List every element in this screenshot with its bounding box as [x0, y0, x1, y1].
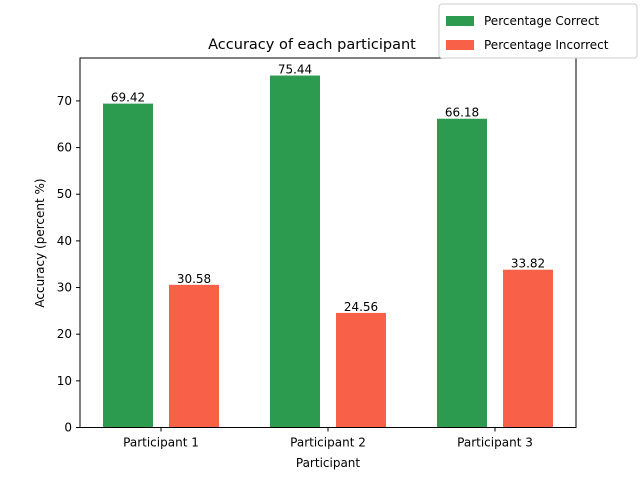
- data-label: 33.82: [511, 257, 545, 271]
- y-tick-label: 0: [64, 421, 72, 435]
- x-tick-label: Participant 3: [457, 436, 533, 450]
- data-label: 69.42: [111, 91, 145, 105]
- y-tick-label: 60: [57, 141, 72, 155]
- legend: Percentage Correct Percentage Incorrect: [438, 3, 638, 59]
- legend-label-incorrect: Percentage Incorrect: [484, 38, 609, 52]
- legend-swatch-correct: [446, 16, 474, 26]
- bar-incorrect: [503, 269, 553, 428]
- legend-box: [438, 3, 638, 59]
- y-tick-label: 30: [57, 281, 72, 295]
- data-label: 66.18: [445, 106, 479, 120]
- x-tick-label: Participant 2: [290, 436, 366, 450]
- x-axis: Participant 1 Participant 2 Participant 3: [123, 427, 533, 450]
- y-tick-label: 70: [57, 94, 72, 108]
- data-label: 75.44: [278, 63, 312, 77]
- data-label: 24.56: [344, 300, 378, 314]
- bar-incorrect: [336, 312, 386, 428]
- y-tick-label: 50: [57, 187, 72, 201]
- legend-swatch-incorrect: [446, 40, 474, 50]
- bar-correct: [437, 118, 487, 428]
- y-axis-label: Accuracy (percent %): [33, 178, 47, 307]
- bar-correct: [270, 75, 320, 428]
- y-tick-label: 40: [57, 234, 72, 248]
- plot-frame: [79, 57, 577, 428]
- bar-correct: [103, 103, 153, 428]
- y-axis: 0 10 20 30 40 50 60 70: [57, 94, 80, 435]
- x-axis-label: Participant: [296, 456, 361, 470]
- x-tick-label: Participant 1: [123, 436, 199, 450]
- legend-label-correct: Percentage Correct: [484, 14, 599, 28]
- y-tick-label: 10: [57, 374, 72, 388]
- data-label: 30.58: [177, 272, 211, 286]
- bar-incorrect: [169, 284, 219, 428]
- y-tick-label: 20: [57, 327, 72, 341]
- bars-group: 69.42 75.44 66.18 30.58 24.56 33.82: [103, 63, 553, 428]
- chart-title: Accuracy of each participant: [208, 37, 416, 53]
